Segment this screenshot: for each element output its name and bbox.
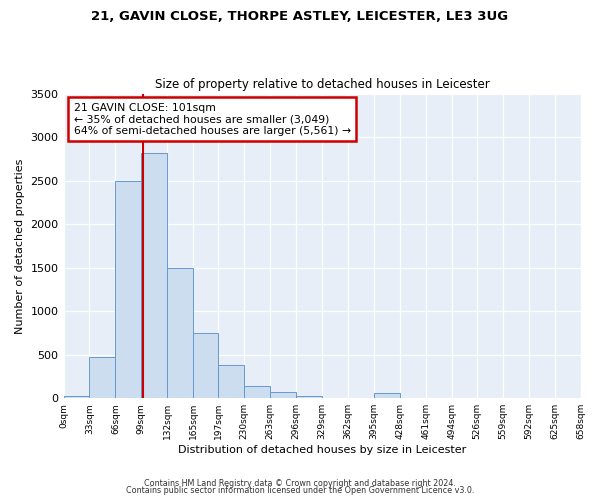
- Bar: [142, 152, 167, 398]
- Bar: [193, 333, 218, 398]
- Bar: [374, 393, 400, 398]
- Bar: [244, 386, 270, 398]
- Bar: [64, 396, 89, 398]
- Bar: [296, 396, 322, 398]
- Bar: [218, 364, 244, 398]
- X-axis label: Distribution of detached houses by size in Leicester: Distribution of detached houses by size …: [178, 445, 466, 455]
- Bar: [89, 358, 115, 398]
- Text: 21, GAVIN CLOSE, THORPE ASTLEY, LEICESTER, LE3 3UG: 21, GAVIN CLOSE, THORPE ASTLEY, LEICESTE…: [91, 10, 509, 23]
- Title: Size of property relative to detached houses in Leicester: Size of property relative to detached ho…: [155, 78, 490, 91]
- Text: Contains public sector information licensed under the Open Government Licence v3: Contains public sector information licen…: [126, 486, 474, 495]
- Text: 21 GAVIN CLOSE: 101sqm
← 35% of detached houses are smaller (3,049)
64% of semi-: 21 GAVIN CLOSE: 101sqm ← 35% of detached…: [74, 102, 351, 136]
- Y-axis label: Number of detached properties: Number of detached properties: [15, 158, 25, 334]
- Bar: [270, 392, 296, 398]
- Bar: [115, 180, 142, 398]
- Bar: [167, 268, 193, 398]
- Text: Contains HM Land Registry data © Crown copyright and database right 2024.: Contains HM Land Registry data © Crown c…: [144, 478, 456, 488]
